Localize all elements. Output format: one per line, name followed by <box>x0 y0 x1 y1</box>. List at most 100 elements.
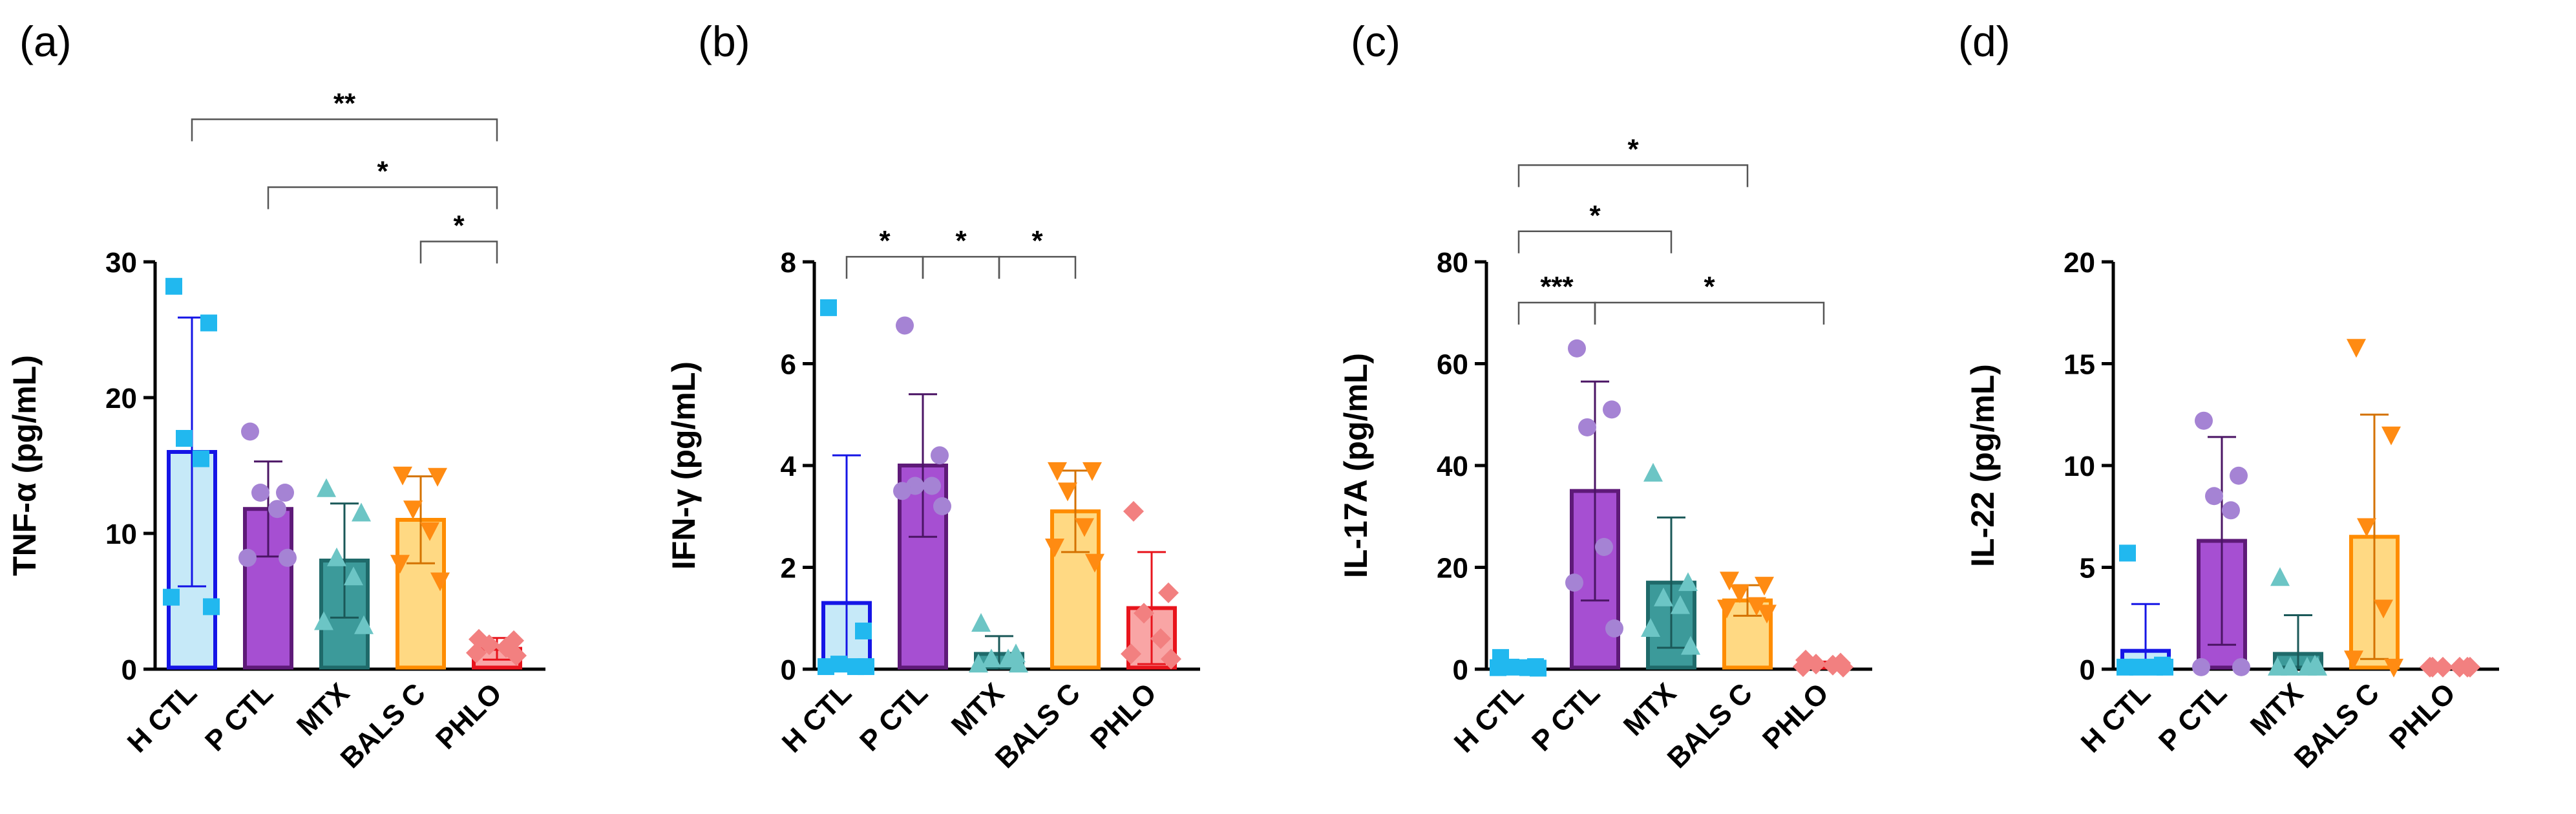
category-label-1: P CTL <box>2153 677 2233 757</box>
data-point-2 <box>1678 572 1698 592</box>
data-point-2 <box>2281 656 2300 676</box>
significance-bracket <box>998 255 1077 279</box>
data-point-2 <box>317 478 336 497</box>
data-point-1 <box>1568 339 1586 358</box>
data-point-1 <box>268 500 286 519</box>
data-point-3 <box>390 555 410 574</box>
significance-bracket <box>419 241 498 264</box>
y-tick-label: 0 <box>1453 654 1468 686</box>
data-point-3 <box>1048 462 1067 481</box>
y-tick-label: 4 <box>781 451 797 482</box>
category-label-1: P CTL <box>1526 677 1606 757</box>
data-point-0 <box>165 277 182 295</box>
category-label-0: H CTL <box>776 677 858 758</box>
category-label-3: BALS C <box>335 677 432 774</box>
data-point-4 <box>479 634 500 656</box>
data-point-2 <box>1643 462 1663 482</box>
y-tick-label: 0 <box>781 654 796 686</box>
data-point-1 <box>933 497 951 515</box>
data-point-3 <box>1082 462 1102 481</box>
y-axis-title: TNF-α (pg/mL) <box>6 355 43 576</box>
data-point-3 <box>2344 650 2363 670</box>
significance-stars: * <box>1031 225 1043 257</box>
data-point-3 <box>2384 658 2403 678</box>
data-point-3 <box>1730 584 1749 603</box>
category-label-4: PHLO <box>2383 677 2462 755</box>
category-label-0: H CTL <box>2075 677 2157 758</box>
data-point-1 <box>279 548 297 567</box>
category-label-0: H CTL <box>1448 677 1530 758</box>
data-point-2 <box>1654 587 1673 606</box>
panel-label: (c) <box>1351 17 1400 65</box>
category-label-1: P CTL <box>199 677 279 757</box>
significance-stars: ** <box>333 88 356 120</box>
data-point-2 <box>314 611 333 630</box>
data-point-2 <box>982 648 1001 668</box>
data-point-2 <box>2308 656 2327 676</box>
data-point-4 <box>1123 500 1144 522</box>
y-tick-label: 10 <box>105 519 137 550</box>
panel-label: (d) <box>1958 17 2011 65</box>
data-point-3 <box>1717 599 1737 619</box>
y-tick-label: 5 <box>2080 553 2095 584</box>
data-point-1 <box>1603 400 1621 419</box>
data-point-1 <box>2195 411 2213 430</box>
data-point-4 <box>2433 656 2453 678</box>
category-label-4: PHLO <box>1084 677 1163 755</box>
data-point-2 <box>998 648 1018 668</box>
data-point-4 <box>466 642 487 663</box>
y-axis-title: IFN-γ (pg/mL) <box>666 361 702 570</box>
data-point-4 <box>1121 643 1141 665</box>
y-tick-label: 80 <box>1437 247 1468 279</box>
panel-label: (b) <box>698 17 750 65</box>
significance-stars: * <box>1704 271 1715 303</box>
y-tick-label: 0 <box>2080 654 2095 686</box>
data-point-2 <box>969 654 988 673</box>
y-tick-label: 30 <box>105 247 137 279</box>
category-label-3: BALS C <box>989 677 1086 774</box>
data-point-1 <box>241 422 259 441</box>
data-point-2 <box>1681 636 1700 655</box>
data-point-1 <box>923 477 941 495</box>
data-point-1 <box>1565 573 1583 592</box>
y-tick-label: 6 <box>781 349 796 381</box>
data-point-1 <box>2230 466 2248 485</box>
data-point-4 <box>2420 656 2440 678</box>
significance-stars: * <box>879 225 891 257</box>
category-label-3: BALS C <box>1662 677 1758 774</box>
data-point-0 <box>1490 659 1506 676</box>
data-point-3 <box>2381 426 2401 445</box>
y-axis-title: IL-17A (pg/mL) <box>1338 353 1374 578</box>
data-point-0 <box>2117 658 2133 676</box>
significance-stars: *** <box>1540 271 1574 303</box>
data-point-3 <box>420 522 439 541</box>
data-point-3 <box>1755 577 1774 596</box>
data-point-1 <box>1595 538 1613 556</box>
significance-stars: * <box>453 210 465 242</box>
data-point-4 <box>1161 648 1181 670</box>
panel-label: (a) <box>19 17 72 65</box>
data-point-4 <box>1150 628 1171 649</box>
significance-bracket <box>1517 164 1749 187</box>
data-point-3 <box>1075 518 1094 537</box>
y-tick-label: 15 <box>2064 349 2095 381</box>
y-tick-label: 60 <box>1437 349 1468 381</box>
category-label-2: MTX <box>1618 677 1682 742</box>
data-point-4 <box>506 645 527 666</box>
data-point-1 <box>931 446 949 465</box>
data-point-0 <box>163 588 180 606</box>
category-label-3: BALS C <box>2288 677 2385 774</box>
data-point-3 <box>1058 482 1077 502</box>
significance-bracket <box>191 118 498 142</box>
data-point-2 <box>2270 567 2290 586</box>
y-tick-label: 20 <box>1437 553 1468 584</box>
data-point-1 <box>2205 487 2223 506</box>
data-point-2 <box>971 613 991 632</box>
data-point-1 <box>238 548 257 567</box>
data-point-4 <box>1806 654 1826 675</box>
data-point-0 <box>858 658 874 676</box>
